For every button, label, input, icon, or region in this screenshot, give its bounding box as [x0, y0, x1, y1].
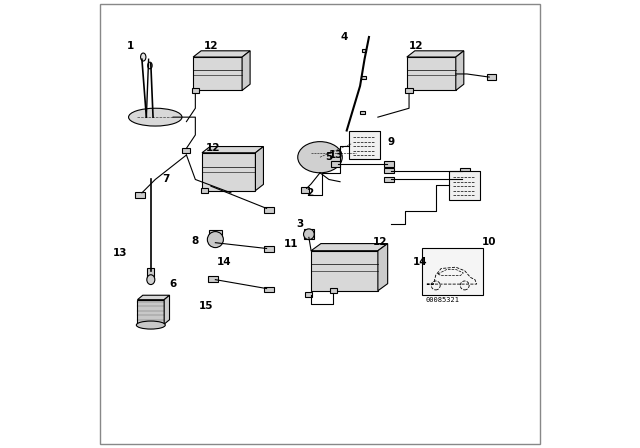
Polygon shape — [202, 153, 255, 190]
Polygon shape — [164, 295, 170, 324]
Polygon shape — [407, 51, 464, 57]
Polygon shape — [193, 51, 250, 57]
Text: 14: 14 — [217, 257, 232, 267]
Bar — [135, 192, 145, 198]
Bar — [362, 49, 366, 52]
Text: 8: 8 — [192, 236, 199, 246]
Bar — [384, 168, 394, 173]
Ellipse shape — [148, 62, 152, 69]
Text: 1: 1 — [127, 41, 134, 51]
Polygon shape — [378, 244, 388, 291]
Text: 13: 13 — [328, 150, 343, 160]
Bar — [209, 229, 221, 241]
Bar — [331, 161, 340, 167]
Text: 12: 12 — [373, 237, 387, 247]
Bar — [147, 267, 154, 276]
Bar — [305, 292, 312, 297]
Ellipse shape — [141, 53, 146, 61]
Text: 2: 2 — [307, 188, 314, 198]
Text: 3: 3 — [296, 219, 303, 229]
Polygon shape — [311, 251, 378, 291]
Ellipse shape — [147, 275, 155, 284]
Circle shape — [207, 232, 223, 248]
Polygon shape — [242, 51, 250, 90]
Text: 7: 7 — [163, 174, 170, 185]
Text: 00085321: 00085321 — [426, 297, 460, 303]
Text: 13: 13 — [113, 248, 128, 258]
Bar — [406, 88, 413, 93]
Bar — [264, 246, 274, 252]
Bar — [384, 177, 394, 182]
Bar — [264, 287, 274, 293]
Text: 11: 11 — [284, 239, 298, 249]
Polygon shape — [138, 295, 170, 300]
Circle shape — [303, 229, 314, 240]
Ellipse shape — [136, 321, 165, 329]
Text: 15: 15 — [199, 302, 214, 311]
Text: 12: 12 — [206, 143, 220, 153]
Text: 10: 10 — [482, 237, 497, 247]
Text: 12: 12 — [408, 41, 423, 51]
Bar — [206, 183, 216, 189]
Polygon shape — [202, 146, 264, 153]
Bar — [264, 207, 274, 213]
Ellipse shape — [129, 108, 182, 126]
Bar — [422, 249, 483, 295]
Bar — [460, 177, 470, 182]
Text: 5: 5 — [325, 152, 333, 162]
FancyBboxPatch shape — [349, 130, 380, 159]
Bar — [208, 276, 218, 282]
Text: 9: 9 — [388, 137, 395, 146]
Bar — [201, 188, 208, 193]
Bar — [384, 161, 394, 167]
Bar — [460, 168, 470, 173]
Polygon shape — [456, 51, 464, 90]
Bar — [304, 229, 314, 239]
FancyBboxPatch shape — [449, 171, 480, 199]
Text: 6: 6 — [170, 279, 177, 289]
Text: 4: 4 — [340, 32, 348, 42]
Text: 14: 14 — [413, 257, 428, 267]
Polygon shape — [138, 300, 164, 324]
Bar — [301, 188, 309, 193]
Polygon shape — [255, 146, 264, 190]
Bar — [192, 88, 199, 93]
Bar — [182, 148, 191, 153]
Bar — [361, 76, 365, 79]
Polygon shape — [311, 244, 388, 251]
Bar — [360, 111, 365, 114]
Polygon shape — [193, 57, 242, 90]
Polygon shape — [407, 57, 456, 90]
Ellipse shape — [298, 142, 342, 173]
Text: 12: 12 — [204, 41, 218, 51]
Bar — [486, 74, 496, 80]
Bar — [330, 288, 337, 293]
